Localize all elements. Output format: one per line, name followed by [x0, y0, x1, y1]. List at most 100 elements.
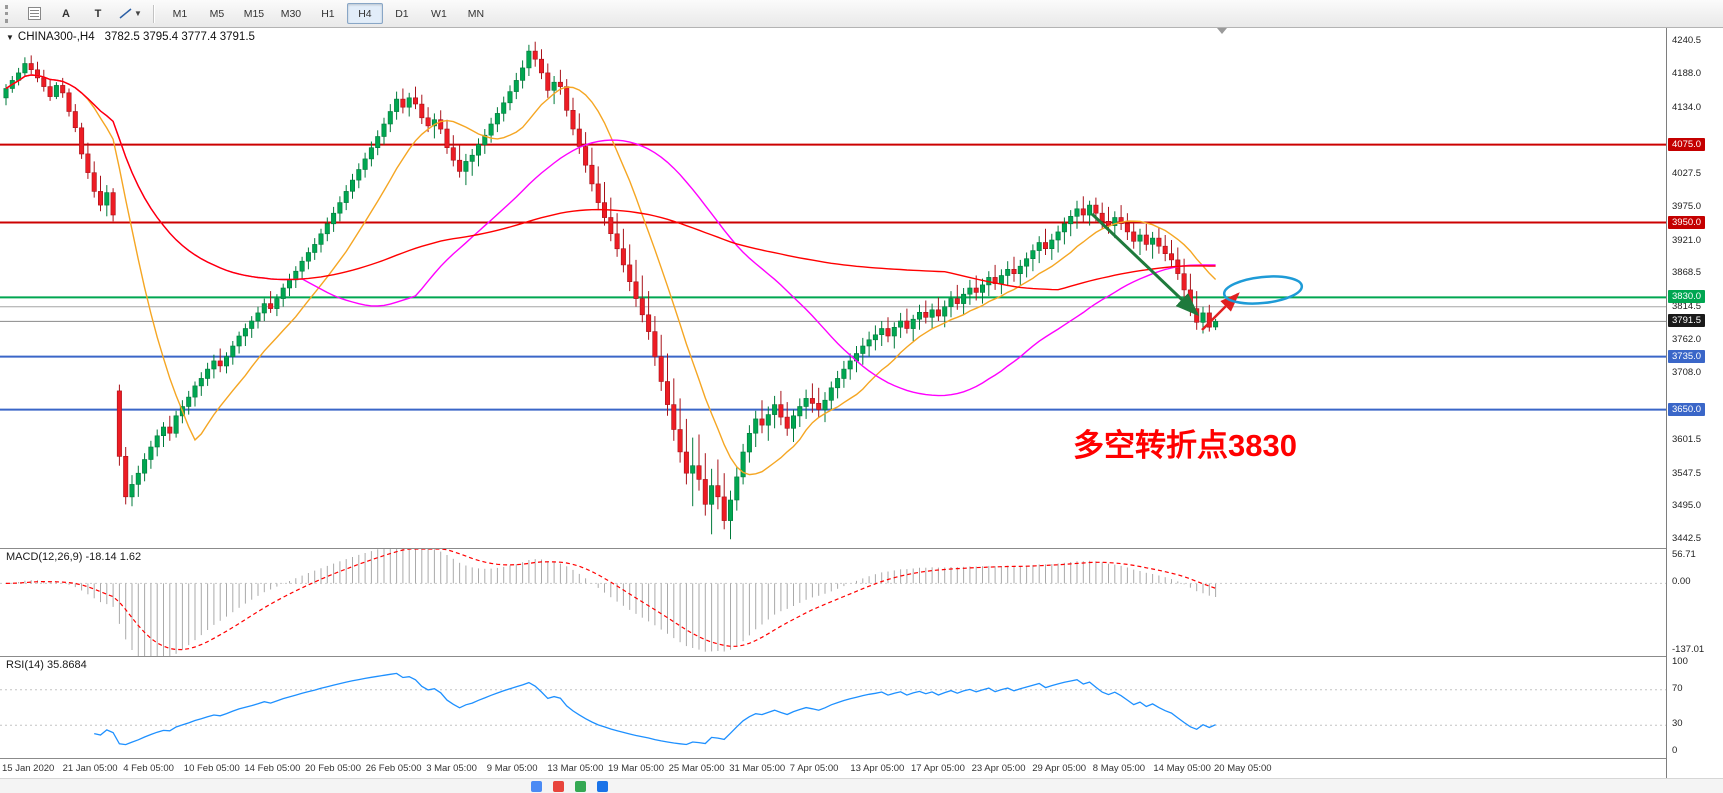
- bottom-taskbar: [0, 778, 1723, 793]
- macd-chart-canvas: [0, 549, 1666, 656]
- price-scale[interactable]: 4240.5 4188.0 4134.0 4027.5 3975.0 3921.0 3868…: [1666, 28, 1723, 778]
- price-tick: 4134.0: [1672, 101, 1702, 113]
- price-tick: 4027.5: [1672, 168, 1702, 180]
- chart-list-icon[interactable]: [19, 3, 49, 25]
- price-level-badge: 4075.0: [1668, 137, 1706, 151]
- price-tick: 3601.5: [1672, 433, 1702, 445]
- rsi-svg: [0, 672, 1666, 746]
- price-tick: 3547.5: [1672, 467, 1702, 479]
- macd-main-value: -18.14: [85, 551, 117, 563]
- trendline-icon: [119, 8, 132, 19]
- time-axis-label: 13 Apr 05:00: [850, 763, 905, 774]
- time-axis-label: 14 Feb 05:00: [244, 763, 301, 774]
- main-chart-panel[interactable]: ▼ CHINA300-,H4 3782.5 3795.4 3777.4 3791.5…: [0, 28, 1666, 548]
- time-axis-label: 13 Mar 05:00: [547, 763, 604, 774]
- price-tick: 3495.0: [1672, 500, 1702, 512]
- blue-ellipse-annotation[interactable]: [1222, 273, 1304, 307]
- timeframe-toolbar: M1 M5 M15 M30 H1 H4 D1 W1 MN: [162, 3, 494, 24]
- candles-layer: [3, 41, 1219, 540]
- rsi-panel[interactable]: RSI(14) 35.8684: [0, 656, 1666, 758]
- timeframe-button-m1[interactable]: M1: [172, 7, 188, 20]
- red-up-arrow[interactable]: [1201, 292, 1240, 331]
- time-axis-label: 29 Apr 05:00: [1032, 763, 1087, 774]
- green-down-arrow[interactable]: [1090, 212, 1200, 317]
- main-chart-svg: 多空转折点3830: [0, 28, 1666, 540]
- price-level-badge: 3830.0: [1668, 290, 1706, 304]
- timeframe-button-h1[interactable]: H1: [321, 7, 335, 20]
- timeframe-button-h4[interactable]: H4: [346, 3, 383, 24]
- price-tick: 3708.0: [1672, 367, 1702, 379]
- draw-tool-button[interactable]: ▼: [115, 3, 146, 25]
- taskbar-icons: [531, 780, 619, 792]
- time-axis-label: 20 May 05:00: [1214, 763, 1272, 774]
- timeframe-button-m30[interactable]: M30: [280, 7, 302, 20]
- arrow-tool-button[interactable]: A: [62, 7, 70, 20]
- chinese-annotation-text[interactable]: 多空转折点3830: [1073, 428, 1297, 463]
- macd-scale-label: -137.01: [1672, 643, 1705, 655]
- list-icon: [27, 7, 41, 20]
- time-axis-label: 4 Feb 05:00: [123, 763, 174, 774]
- macd-panel[interactable]: MACD(12,26,9) -18.14 1.62: [0, 548, 1666, 656]
- timeframe-button-mn[interactable]: MN: [467, 7, 485, 20]
- price-tick: 3868.5: [1672, 267, 1702, 279]
- rsi-scale-label: 30: [1672, 718, 1683, 730]
- rsi-value: 35.8684: [46, 659, 87, 671]
- time-axis-label: 14 May 05:00: [1153, 763, 1211, 774]
- rsi-scale-label: 70: [1672, 682, 1683, 694]
- time-axis-label: 9 Mar 05:00: [486, 763, 538, 774]
- taskbar-app-icon[interactable]: [553, 780, 564, 792]
- time-axis-label: 3 Mar 05:00: [426, 763, 477, 774]
- chevron-down-icon: ▼: [134, 9, 142, 18]
- price-tick: 3814.5: [1672, 301, 1702, 312]
- ohlc-values: 3782.5 3795.4 3777.4 3791.5: [104, 31, 255, 43]
- time-axis-label: 25 Mar 05:00: [668, 763, 725, 774]
- taskbar-app-icon[interactable]: [575, 780, 586, 792]
- chart-title: ▼ CHINA300-,H4 3782.5 3795.4 3777.4 3791.5: [6, 31, 255, 43]
- symbol-timeframe-label: CHINA300-,H4: [17, 31, 95, 43]
- current-price-badge: 3791.5: [1668, 314, 1706, 328]
- price-tick: 3762.0: [1672, 333, 1702, 345]
- price-tick: 4240.5: [1672, 35, 1702, 47]
- taskbar-app-icon[interactable]: [597, 780, 608, 792]
- price-level-badge: 3650.0: [1668, 402, 1706, 416]
- rsi-scale-label: 0: [1672, 744, 1678, 756]
- timeframe-button-m5[interactable]: M5: [209, 7, 225, 20]
- macd-signal-line: [5, 549, 1216, 651]
- chart-shift-marker[interactable]: [1217, 28, 1227, 34]
- macd-svg: [0, 549, 1666, 656]
- price-tick: 3975.0: [1672, 200, 1702, 212]
- ma-line-13[interactable]: [5, 74, 1217, 476]
- rsi-scale-label: 100: [1672, 656, 1688, 668]
- macd-label: MACD(12,26,9) -18.14 1.62: [6, 551, 142, 563]
- price-tick: 3921.0: [1672, 234, 1702, 246]
- price-level-badge: 3735.0: [1668, 349, 1706, 363]
- price-level-badge: 3950.0: [1668, 215, 1706, 229]
- timeframe-button-d1[interactable]: D1: [395, 7, 409, 20]
- time-axis-label: 10 Feb 05:00: [183, 763, 240, 774]
- rsi-label: RSI(14) 35.8684: [6, 659, 87, 671]
- time-axis-label: 23 Apr 05:00: [971, 763, 1026, 774]
- annotations-layer[interactable]: 多空转折点3830: [1073, 212, 1304, 463]
- price-tick: 3442.5: [1672, 533, 1702, 544]
- macd-histogram: [11, 549, 1217, 656]
- taskbar-app-icon[interactable]: [531, 780, 542, 792]
- text-tool-button[interactable]: T: [94, 7, 102, 20]
- macd-signal-value: 1.62: [119, 551, 142, 563]
- time-axis-label: 15 Jan 2020: [2, 763, 55, 774]
- timeframe-button-w1[interactable]: W1: [431, 7, 447, 20]
- candlestick-chart-canvas[interactable]: 多空转折点3830: [0, 28, 1666, 548]
- ma-line-150[interactable]: [5, 74, 1216, 291]
- rsi-chart-canvas: [0, 657, 1666, 758]
- time-axis-label: 31 Mar 05:00: [729, 763, 786, 774]
- time-axis-label: 26 Feb 05:00: [365, 763, 422, 774]
- macd-scale-label: 56.71: [1672, 548, 1696, 560]
- price-tick: 4188.0: [1672, 68, 1702, 80]
- time-axis-label: 17 Apr 05:00: [911, 763, 965, 774]
- moving-averages-layer[interactable]: [5, 74, 1217, 476]
- macd-scale-label: 0.00: [1672, 576, 1691, 588]
- time-axis[interactable]: 15 Jan 2020 21 Jan 05:00 4 Feb 05:00 10 Feb…: [0, 758, 1723, 778]
- timeframe-button-m15[interactable]: M15: [243, 7, 265, 20]
- toolbar-grip[interactable]: [5, 4, 12, 23]
- chart-menu-triangle-icon[interactable]: ▼: [6, 33, 14, 42]
